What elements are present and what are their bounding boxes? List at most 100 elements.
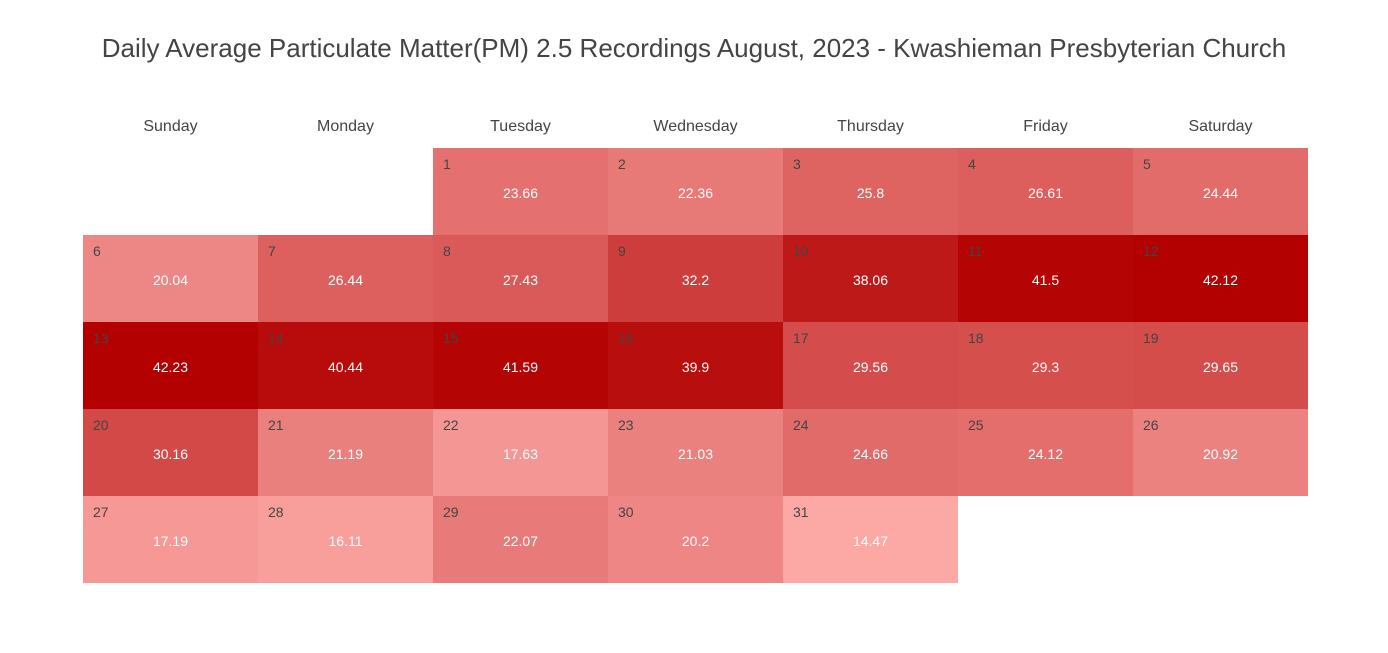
- pm25-value-label: 20.04: [152, 272, 189, 288]
- weekday-header-thursday: Thursday: [837, 118, 904, 135]
- day-cell: 20 30.16: [83, 409, 258, 496]
- day-number-label: 1: [443, 156, 451, 172]
- pm25-value-label: 20.92: [1202, 446, 1239, 462]
- pm25-value-label: 42.23: [152, 359, 189, 375]
- day-number-label: 24: [793, 417, 809, 433]
- day-cell: 12 42.12: [1133, 235, 1308, 322]
- day-cell: 1 23.66: [433, 148, 608, 235]
- day-number-label: 15: [443, 330, 459, 346]
- pm25-value-label: 24.44: [1202, 185, 1239, 201]
- day-cell: 14 40.44: [258, 322, 433, 409]
- day-number-label: 22: [443, 417, 459, 433]
- day-number-label: 19: [1143, 330, 1159, 346]
- day-cell: 10 38.06: [783, 235, 958, 322]
- pm25-value-label: 16.11: [328, 533, 363, 549]
- pm25-value-label: 24.66: [852, 446, 889, 462]
- day-number-label: 28: [268, 504, 284, 520]
- day-cell: 13 42.23: [83, 322, 258, 409]
- chart-title: Daily Average Particulate Matter(PM) 2.5…: [101, 33, 1287, 63]
- day-cell: 11 41.5: [958, 235, 1133, 322]
- pm25-value-label: 38.06: [852, 272, 889, 288]
- pm25-value-label: 39.9: [681, 359, 710, 375]
- day-cell: 23 21.03: [608, 409, 783, 496]
- day-cell: 22 17.63: [433, 409, 608, 496]
- day-cell: 8 27.43: [433, 235, 608, 322]
- weekday-header-tuesday: Tuesday: [490, 118, 551, 135]
- pm25-value-label: 40.44: [327, 359, 364, 375]
- day-cell: 29 22.07: [433, 496, 608, 583]
- day-number-label: 3: [793, 156, 801, 172]
- day-number-label: 11: [968, 243, 983, 259]
- pm25-value-label: 17.19: [152, 533, 189, 549]
- day-number-label: 17: [793, 330, 809, 346]
- day-number-label: 29: [443, 504, 459, 520]
- day-cell: 24 24.66: [783, 409, 958, 496]
- day-number-label: 7: [268, 243, 276, 259]
- day-cell: 21 21.19: [258, 409, 433, 496]
- day-number-label: 16: [618, 330, 634, 346]
- day-cell: 15 41.59: [433, 322, 608, 409]
- day-number-label: 23: [618, 417, 634, 433]
- day-number-label: 18: [968, 330, 984, 346]
- day-cell: 2 22.36: [608, 148, 783, 235]
- day-number-label: 25: [968, 417, 984, 433]
- pm25-value-label: 22.07: [502, 533, 539, 549]
- pm25-value-label: 14.47: [852, 533, 889, 549]
- pm25-value-label: 32.2: [681, 272, 710, 288]
- day-cell: 16 39.9: [608, 322, 783, 409]
- weekday-header-sunday: Sunday: [143, 118, 198, 135]
- day-number-label: 26: [1143, 417, 1159, 433]
- pm25-value-label: 25.8: [856, 185, 885, 201]
- day-number-label: 14: [268, 330, 284, 346]
- weekday-header-friday: Friday: [1023, 118, 1068, 135]
- pm25-value-label: 42.12: [1202, 272, 1239, 288]
- pm25-value-label: 41.5: [1031, 272, 1060, 288]
- weekday-header-wednesday: Wednesday: [653, 118, 738, 135]
- day-number-label: 31: [793, 504, 809, 520]
- day-cell: 31 14.47: [783, 496, 958, 583]
- pm25-value-label: 29.65: [1202, 359, 1239, 375]
- pm25-value-label: 41.59: [502, 359, 539, 375]
- pm25-value-label: 17.63: [502, 446, 539, 462]
- day-cell: 6 20.04: [83, 235, 258, 322]
- pm25-value-label: 21.03: [677, 446, 714, 462]
- pm25-value-label: 20.2: [681, 533, 710, 549]
- day-cell: 27 17.19: [83, 496, 258, 583]
- pm25-value-label: 26.61: [1027, 185, 1064, 201]
- day-number-label: 4: [968, 156, 976, 172]
- pm25-value-label: 26.44: [327, 272, 364, 288]
- pm25-value-label: 27.43: [502, 272, 539, 288]
- weekday-header-saturday: Saturday: [1188, 118, 1253, 135]
- day-number-label: 9: [618, 243, 626, 259]
- day-number-label: 5: [1143, 156, 1151, 172]
- day-cell: 18 29.3: [958, 322, 1133, 409]
- day-number-label: 20: [93, 417, 109, 433]
- day-cell: 26 20.92: [1133, 409, 1308, 496]
- pm25-value-label: 29.56: [852, 359, 889, 375]
- day-cell: 4 26.61: [958, 148, 1133, 235]
- pm25-value-label: 23.66: [502, 185, 539, 201]
- day-number-label: 12: [1143, 243, 1159, 259]
- day-number-label: 8: [443, 243, 451, 259]
- day-number-label: 30: [618, 504, 634, 520]
- day-cell: 30 20.2: [608, 496, 783, 583]
- day-number-label: 6: [93, 243, 101, 259]
- day-cell: 19 29.65: [1133, 322, 1308, 409]
- pm25-value-label: 22.36: [677, 185, 714, 201]
- day-cell: 5 24.44: [1133, 148, 1308, 235]
- pm25-value-label: 29.3: [1031, 359, 1060, 375]
- day-cell: 17 29.56: [783, 322, 958, 409]
- pm25-value-label: 24.12: [1027, 446, 1064, 462]
- day-cell: 7 26.44: [258, 235, 433, 322]
- day-number-label: 21: [268, 417, 284, 433]
- day-number-label: 13: [93, 330, 109, 346]
- pm25-value-label: 30.16: [152, 446, 189, 462]
- day-cell: 25 24.12: [958, 409, 1133, 496]
- weekday-header-monday: Monday: [317, 118, 374, 135]
- day-number-label: 10: [793, 243, 809, 259]
- day-cell: 9 32.2: [608, 235, 783, 322]
- pm25-value-label: 21.19: [327, 446, 364, 462]
- day-number-label: 2: [618, 156, 626, 172]
- day-number-label: 27: [93, 504, 109, 520]
- day-cell: 28 16.11: [258, 496, 433, 583]
